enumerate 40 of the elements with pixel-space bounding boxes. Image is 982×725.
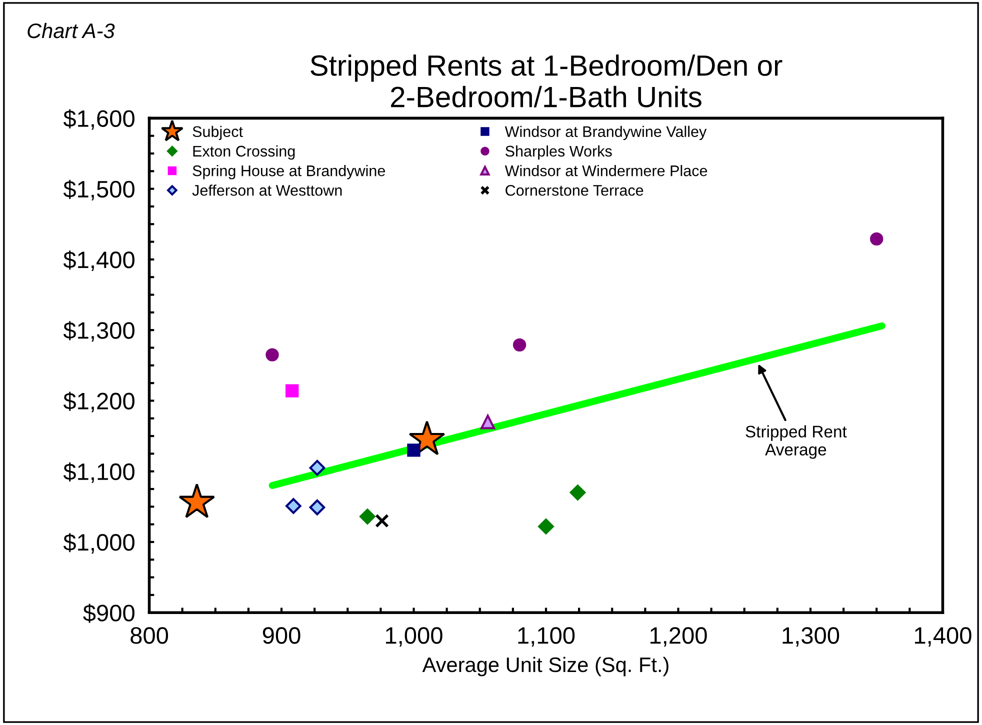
- point: [538, 518, 554, 534]
- y-tick-label: $1,200: [63, 392, 134, 412]
- x-tick-label: 1,200: [650, 627, 707, 647]
- legend-label: Windsor at Windermere Place: [504, 164, 708, 176]
- chart-title: Stripped Rents at 1-Bedroom/Den or 2-Bedroom/1-Bath Units: [310, 54, 782, 108]
- text: Chart A-3: [28, 22, 115, 38]
- point: [285, 384, 299, 398]
- point: [407, 444, 420, 457]
- y-tick-label: $1,300: [63, 321, 134, 342]
- x-tick-label: 1,000: [386, 627, 442, 647]
- legend-label: Jefferson at Westtown: [192, 184, 342, 196]
- x-axis-title: Average Unit Size (Sq. Ft.): [422, 656, 668, 676]
- point: [870, 232, 884, 246]
- y-tick-label: $1,600: [63, 109, 134, 130]
- y-tick-label: $1,000: [63, 533, 134, 554]
- point: [360, 508, 376, 524]
- legend-label: Subject: [192, 126, 243, 140]
- point: [375, 514, 389, 528]
- legend-label: Exton Crossing: [193, 145, 295, 160]
- point: [480, 414, 496, 430]
- y-tick-label: $1,100: [63, 462, 134, 483]
- point: [309, 499, 326, 516]
- point: [570, 484, 586, 500]
- legend-label: Spring House at Brandywine: [192, 164, 385, 180]
- legend-label: Cornerstone Terrace: [506, 184, 644, 196]
- x-tick-label: 1,400: [914, 627, 972, 647]
- point: [266, 348, 279, 362]
- y-tick-label: $1,500: [63, 180, 134, 200]
- x-tick-label: 1,100: [518, 627, 575, 647]
- x-tick-label: 800: [130, 627, 168, 644]
- legend-label: Windsor at Brandywine Valley: [504, 126, 707, 140]
- x-tick-label: 900: [262, 627, 300, 644]
- point: [285, 498, 302, 514]
- annotation: Stripped Rent Average: [746, 425, 847, 459]
- legend-label: Sharples Works: [506, 145, 612, 160]
- x-tick-label: 1,300: [782, 627, 840, 647]
- point: [309, 460, 326, 476]
- y-tick-label: $1,400: [63, 250, 134, 272]
- point: [512, 338, 526, 352]
- y-tick-label: $900: [83, 604, 134, 623]
